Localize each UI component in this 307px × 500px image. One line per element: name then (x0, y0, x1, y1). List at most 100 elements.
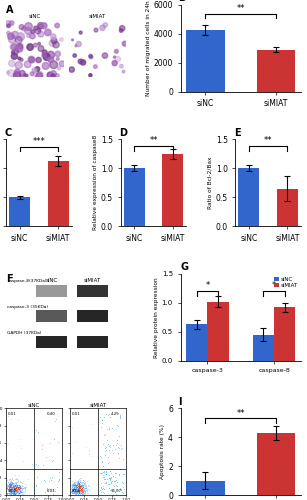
Point (19, 484, 24, 492)
Point (75, 484, 80, 492)
Point (13, 483, 18, 491)
Point (74, 483, 79, 491)
Point (10, 480, 15, 488)
Point (115, 485, 119, 493)
Point (70, 484, 75, 492)
Point (80, 485, 85, 493)
Point (80, 481, 85, 489)
Point (8, 486, 13, 494)
Point (76, 486, 81, 494)
Point (12, 488, 17, 496)
Point (79, 481, 84, 489)
Point (10, 482, 15, 490)
Point (104, 475, 109, 483)
Point (18, 482, 23, 490)
Point (74, 486, 79, 494)
Point (6, 478, 11, 486)
Point (6, 483, 11, 491)
Point (72, 484, 77, 492)
Point (4, 482, 9, 490)
Point (74, 488, 79, 496)
Point (17, 486, 22, 494)
Point (78, 488, 83, 496)
Point (116, 410, 121, 418)
Point (79, 489, 84, 497)
Point (17, 486, 21, 494)
Bar (48, 161, 69, 226)
Point (72, 482, 76, 490)
Point (50, 473, 55, 481)
Point (83, 490, 88, 498)
Point (77, 478, 82, 486)
Point (16, 486, 21, 494)
Point (73, 482, 78, 490)
Point (82, 484, 87, 492)
Point (82, 484, 87, 492)
Text: C: C (5, 128, 12, 138)
Point (5, 484, 10, 492)
Point (104, 480, 109, 488)
Point (69, 486, 74, 494)
Point (14, 481, 19, 489)
Point (69, 486, 74, 494)
Point (8, 475, 13, 483)
Point (10, 487, 14, 495)
Point (13, 484, 17, 492)
Legend: siNC, siMIAT: siNC, siMIAT (274, 276, 298, 288)
Point (8, 486, 13, 494)
Point (112, 444, 117, 452)
Point (80, 481, 85, 489)
Point (8, 480, 13, 488)
Point (79, 484, 84, 492)
Circle shape (11, 51, 15, 54)
Point (70, 488, 75, 496)
Point (12, 480, 17, 488)
Point (74, 486, 79, 494)
Circle shape (17, 44, 23, 49)
Point (80, 483, 85, 491)
Point (70, 482, 75, 490)
Point (22, 486, 27, 494)
Point (71, 488, 76, 496)
Point (11, 489, 16, 497)
Point (70, 483, 75, 491)
Point (106, 480, 111, 488)
Point (56, 476, 61, 484)
Point (9, 487, 14, 495)
Point (13, 489, 18, 497)
Point (81, 486, 86, 494)
Point (79, 486, 84, 494)
Point (20, 486, 25, 494)
Point (83, 488, 87, 496)
Point (75, 488, 80, 496)
Point (14, 485, 18, 493)
Point (68, 486, 73, 494)
Point (39, 441, 44, 449)
Point (15, 484, 20, 492)
Point (10, 488, 15, 496)
Point (103, 475, 107, 483)
Point (11, 482, 16, 490)
Point (7, 486, 12, 494)
Point (9, 486, 14, 494)
Point (11, 490, 16, 498)
Point (80, 484, 85, 492)
Point (79, 487, 84, 495)
Point (104, 425, 109, 433)
Point (69, 478, 74, 486)
Point (11, 484, 16, 492)
Circle shape (8, 36, 16, 43)
Point (8, 480, 13, 488)
Point (5, 485, 10, 493)
Point (71, 484, 76, 492)
Point (78, 486, 83, 494)
Point (13, 486, 18, 494)
Point (80, 490, 84, 498)
Point (75, 478, 80, 486)
Point (80, 485, 85, 493)
Point (79, 484, 84, 492)
Point (71, 480, 76, 488)
Bar (277, 188, 298, 226)
Point (7, 475, 12, 483)
Point (76, 490, 80, 498)
